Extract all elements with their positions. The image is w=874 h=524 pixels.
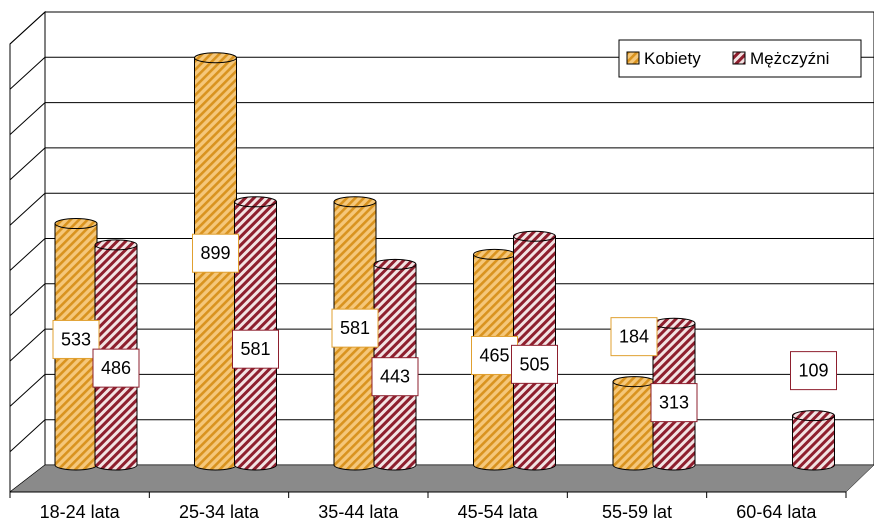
x-tick-label: 35-44 lata <box>318 502 399 522</box>
x-tick-labels: 18-24 lata 25-34 lata 35-44 lata 45-54 lata… <box>40 502 818 522</box>
bar-top <box>652 317 696 329</box>
gridline-side <box>9 56 46 90</box>
data-label: 899 <box>200 243 230 263</box>
legend-swatch-kobiety <box>626 51 640 65</box>
bar-top <box>333 196 377 208</box>
data-label-box <box>232 329 279 369</box>
data-label: 486 <box>101 358 131 378</box>
gridline-side <box>9 238 46 271</box>
gridline-side <box>9 328 46 362</box>
data-label: 465 <box>479 345 509 365</box>
data-label-box <box>331 308 379 348</box>
data-label-box <box>471 335 518 375</box>
gridline-side <box>9 11 46 45</box>
data-label: 505 <box>519 354 549 374</box>
data-label: 184 <box>619 327 649 347</box>
data-label-box <box>192 233 239 273</box>
gridline-side <box>9 192 46 226</box>
gridline-side <box>9 283 46 317</box>
bar-top <box>513 230 556 242</box>
bar-top <box>194 52 237 64</box>
data-label: 443 <box>380 367 410 387</box>
bar-top <box>234 196 277 208</box>
data-label-box <box>650 383 698 423</box>
x-tick-label: 60-64 lata <box>736 502 817 522</box>
data-label-box <box>371 357 419 397</box>
data-label: 581 <box>240 339 270 359</box>
data-label: 581 <box>340 318 370 338</box>
bar-top <box>54 218 98 230</box>
gridline-side <box>9 102 46 135</box>
data-label: 109 <box>798 361 828 381</box>
x-tick-label: 25-34 lata <box>179 502 260 522</box>
bar-body <box>612 381 656 471</box>
x-tick-label: 18-24 lata <box>40 502 121 522</box>
x-tick-label: 55-59 lat <box>602 502 672 522</box>
gridline-side <box>9 147 46 181</box>
bar-top <box>373 258 417 270</box>
legend-label-kobiety: Kobiety <box>644 49 701 68</box>
bar-kobiety <box>612 376 656 471</box>
data-label-box <box>52 319 100 359</box>
data-label-box <box>511 344 558 384</box>
legend-label-mezczyzni: Mężczyźni <box>750 49 829 68</box>
data-label-box <box>790 351 837 391</box>
data-label-box <box>610 317 658 357</box>
x-tick-label: 45-54 lata <box>458 502 539 522</box>
bar-top <box>792 410 835 422</box>
bar-mezczyzni <box>792 410 835 471</box>
bar-top <box>612 376 656 388</box>
gridline-side <box>9 419 46 453</box>
bar-body <box>792 415 835 471</box>
floor <box>9 464 874 493</box>
bar-top <box>94 239 138 251</box>
gridline-side <box>9 374 46 407</box>
data-label: 533 <box>61 329 91 349</box>
data-label-box <box>92 348 140 388</box>
x-axis <box>9 491 847 498</box>
legend-swatch-mezczyzni <box>732 51 746 65</box>
data-labels: 533 486 899 581 581 443 465 505 184 313 109 <box>52 233 837 423</box>
data-label: 313 <box>659 393 689 413</box>
bar-top <box>473 248 516 260</box>
legend: Kobiety Mężczyźni <box>618 39 862 78</box>
